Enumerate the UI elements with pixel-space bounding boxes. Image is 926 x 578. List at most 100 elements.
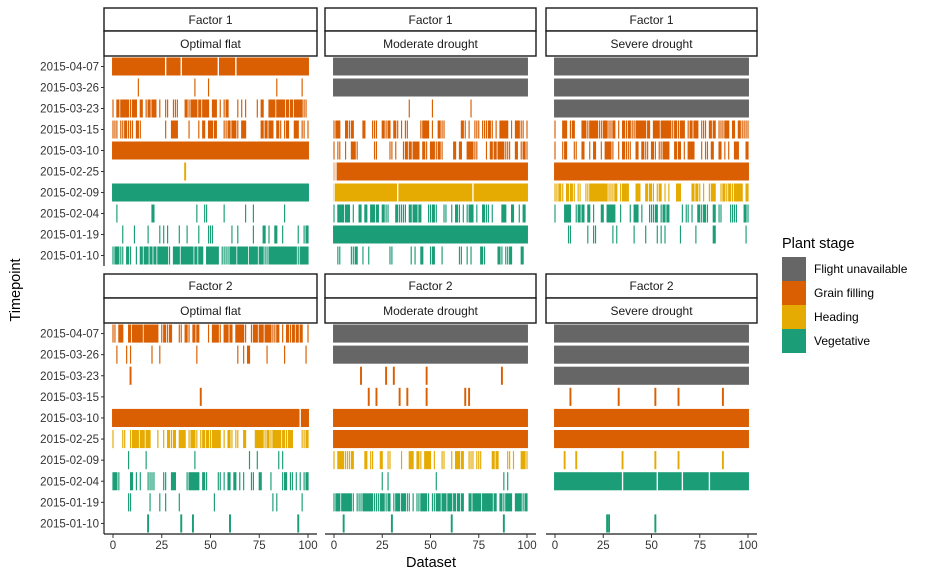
tile xyxy=(435,141,437,160)
tile xyxy=(284,204,286,223)
tile xyxy=(562,120,568,139)
tile xyxy=(458,246,461,265)
tile xyxy=(443,120,445,139)
tile xyxy=(695,225,697,244)
tile xyxy=(206,204,208,223)
tile xyxy=(239,472,241,491)
tile xyxy=(276,99,286,118)
tile-gap xyxy=(217,57,219,76)
tile xyxy=(270,472,272,491)
tile xyxy=(482,493,493,512)
tile xyxy=(703,183,705,202)
tile xyxy=(131,99,137,118)
tile xyxy=(505,141,507,160)
facet-panel: Factor 2 Severe drought 0 25 50 75 100 xyxy=(545,273,758,552)
tile xyxy=(497,141,505,160)
tile xyxy=(400,204,403,223)
tile xyxy=(571,120,575,139)
tile xyxy=(730,204,732,223)
tile xyxy=(664,225,666,244)
tile xyxy=(157,246,169,265)
legend-item: Heading xyxy=(782,305,859,329)
tile xyxy=(188,430,190,449)
tile xyxy=(293,99,303,118)
tile xyxy=(180,514,183,533)
tile xyxy=(223,430,225,449)
tile xyxy=(360,366,362,385)
tile xyxy=(408,141,412,160)
tile xyxy=(256,99,258,118)
tile xyxy=(202,99,210,118)
tile xyxy=(191,514,194,533)
tile xyxy=(178,324,180,343)
tile xyxy=(476,120,478,139)
tile xyxy=(387,451,389,470)
tile xyxy=(122,225,124,244)
tile xyxy=(381,472,383,491)
tile xyxy=(594,225,597,244)
tile xyxy=(133,225,136,244)
tile xyxy=(666,204,670,223)
tile xyxy=(337,204,345,223)
tile xyxy=(589,141,591,160)
y-tick-label: 2015-03-10 xyxy=(40,146,99,158)
tile xyxy=(174,99,176,118)
tile xyxy=(206,430,210,449)
tile xyxy=(159,345,161,364)
tile xyxy=(429,141,435,160)
tile xyxy=(303,120,305,139)
tile xyxy=(708,183,710,202)
tile xyxy=(151,99,157,118)
tile xyxy=(493,493,497,512)
tile-run xyxy=(554,430,749,449)
tile xyxy=(358,493,360,512)
tile xyxy=(526,120,528,139)
tile xyxy=(188,324,190,343)
tile xyxy=(200,430,202,449)
tile xyxy=(733,204,736,223)
tile xyxy=(697,204,701,223)
tile xyxy=(685,204,687,223)
tile xyxy=(656,225,658,244)
tile xyxy=(652,204,655,223)
tile xyxy=(514,493,522,512)
tile xyxy=(243,430,247,449)
tile xyxy=(120,246,122,265)
tile xyxy=(120,99,130,118)
tile xyxy=(345,451,347,470)
tile xyxy=(441,451,443,470)
tile xyxy=(387,472,389,491)
tile xyxy=(299,246,309,265)
tile xyxy=(264,120,268,139)
tile xyxy=(235,324,245,343)
tile xyxy=(633,120,635,139)
tile xyxy=(441,493,447,512)
tile-gap xyxy=(708,471,711,491)
tile xyxy=(507,472,509,491)
tile xyxy=(352,204,354,223)
tile xyxy=(223,99,225,118)
tile xyxy=(554,141,556,160)
tile xyxy=(722,120,724,139)
tile xyxy=(291,472,293,491)
tile xyxy=(266,246,268,265)
tile xyxy=(720,204,722,223)
tile xyxy=(721,451,724,470)
tile xyxy=(656,183,658,202)
tile xyxy=(579,183,581,202)
tile xyxy=(307,120,309,139)
legend-label: Heading xyxy=(814,310,859,324)
tile xyxy=(297,514,300,533)
facet-strip-factor-label: Factor 1 xyxy=(629,13,673,27)
tile xyxy=(502,514,505,533)
tile xyxy=(747,204,749,223)
tile xyxy=(455,204,459,223)
tile xyxy=(170,472,176,491)
tile-gap xyxy=(621,471,624,491)
tile xyxy=(704,120,707,139)
tile xyxy=(124,430,126,449)
tile xyxy=(235,430,237,449)
tile xyxy=(466,141,474,160)
tile xyxy=(163,472,165,491)
tile xyxy=(112,430,114,449)
